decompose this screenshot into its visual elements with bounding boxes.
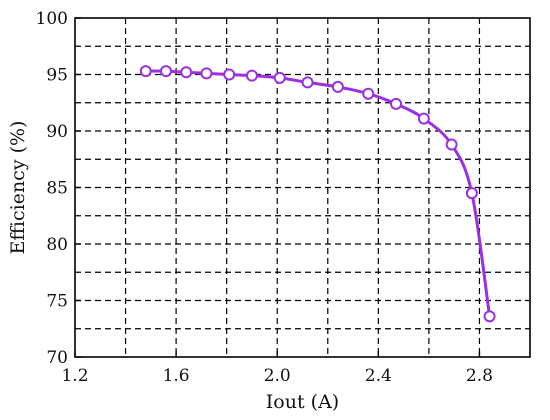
y-tick-label: 95 [46,66,68,86]
y-axis-title: Efficiency (%) [7,121,29,255]
x-tick-label: 2.4 [365,366,392,386]
data-point [390,97,403,110]
x-tick-label: 1.6 [163,366,190,386]
data-point [465,187,478,200]
data-point [445,138,458,151]
data-point [245,69,258,82]
data-point [223,68,236,81]
grid [75,18,530,357]
data-point [301,76,314,89]
y-tick-labels: 70 75 80 85 90 95 100 [36,9,68,368]
data-point [331,80,344,93]
x-tick-label: 2.8 [466,366,493,386]
data-point [200,67,213,80]
plot-frame [74,17,531,358]
data-point [273,71,286,84]
y-tick-label: 100 [36,9,68,29]
data-point [180,66,193,79]
y-tick-label: 90 [46,122,68,142]
data-point [139,65,152,78]
x-axis-title: Iout (A) [266,391,339,413]
data-point [160,65,172,78]
x-tick-label: 1.2 [61,366,88,386]
series-layer [139,65,496,323]
y-tick-label: 75 [46,292,68,312]
x-tick-labels: 1.2 1.6 2.0 2.4 2.8 [61,366,492,386]
y-tick-label: 70 [46,348,68,368]
data-point [417,112,430,125]
data-point [483,310,496,323]
y-tick-label: 80 [46,235,68,255]
data-point [362,87,375,100]
y-tick-label: 85 [46,179,68,199]
x-tick-label: 2.0 [264,366,291,386]
